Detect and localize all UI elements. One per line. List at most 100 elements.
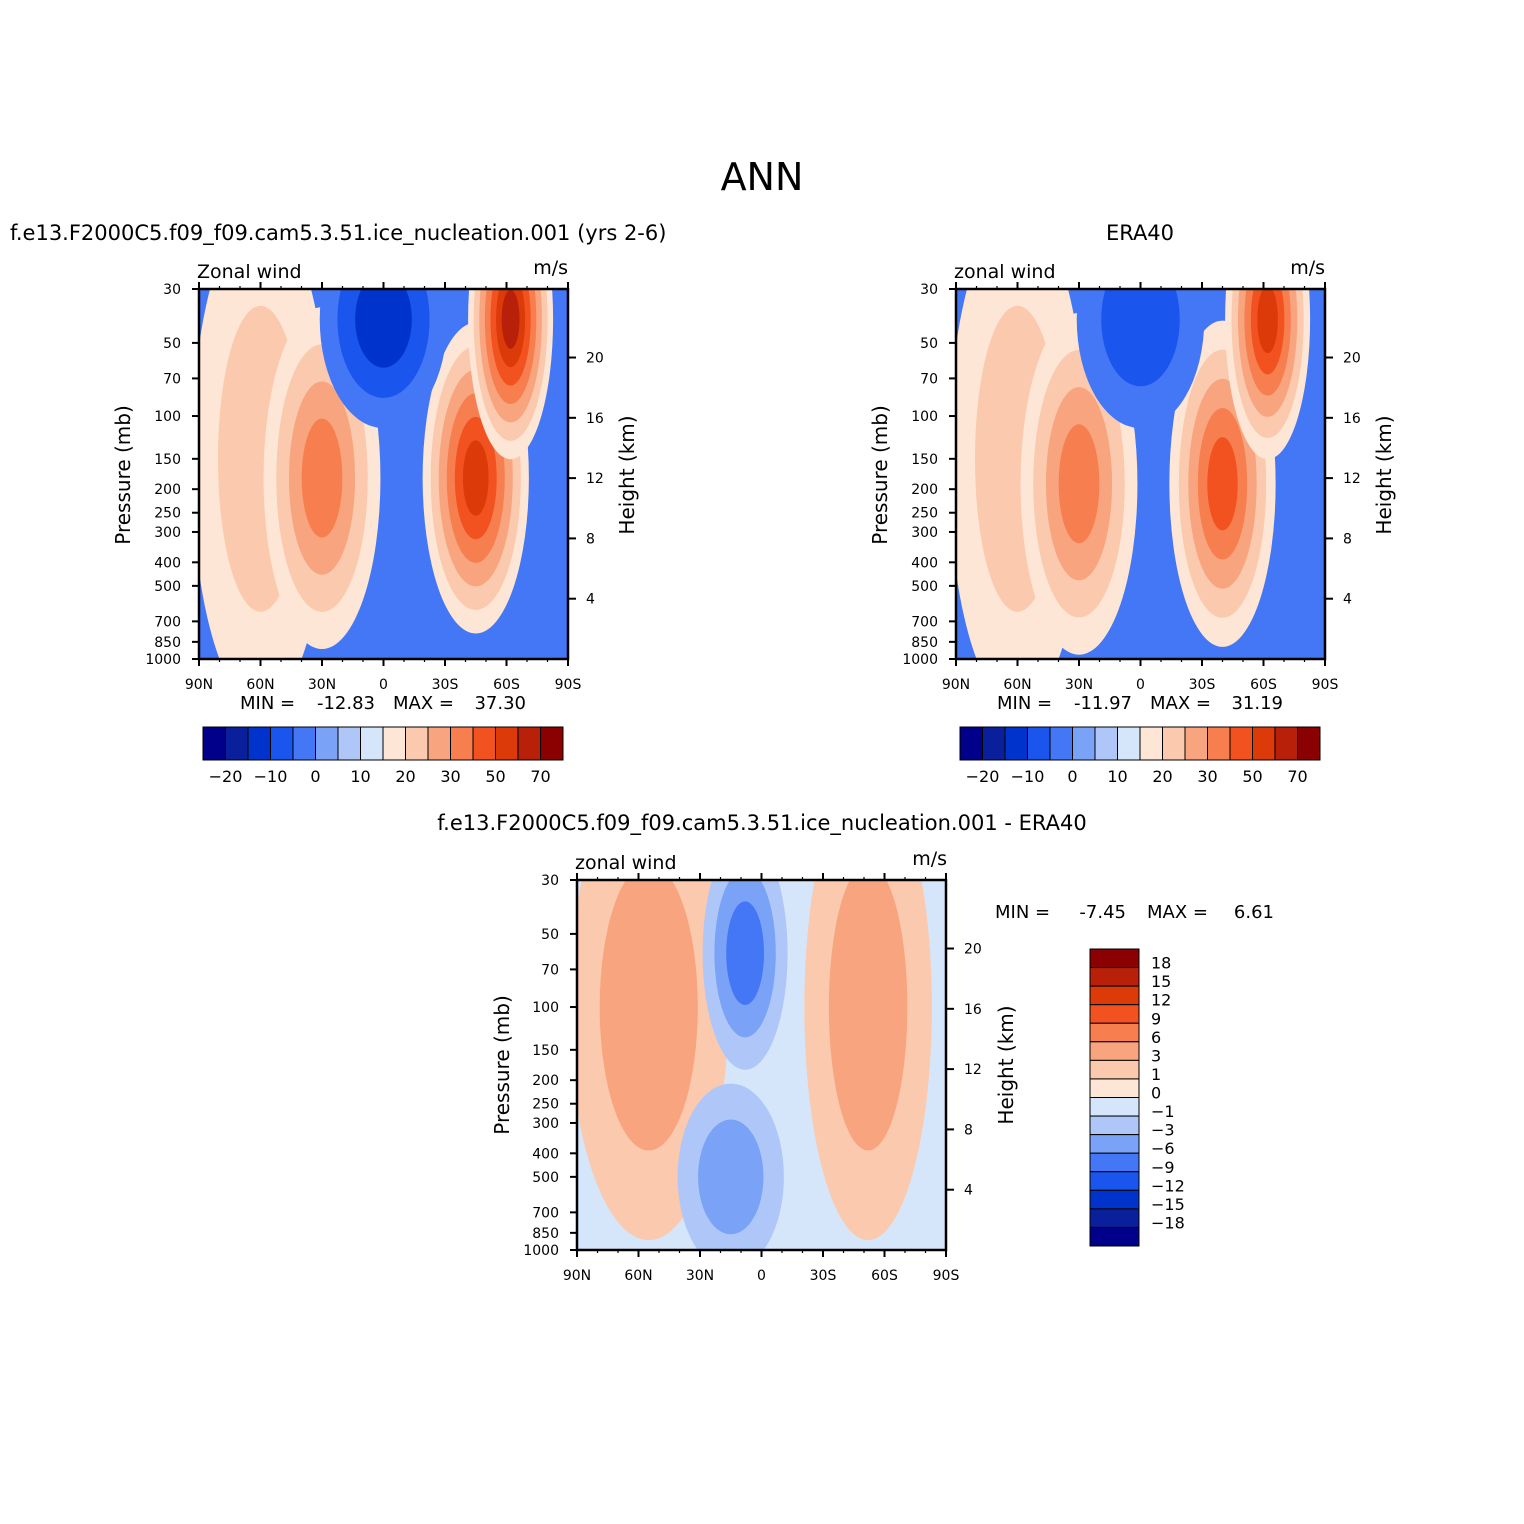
colorbar-swatch	[1184, 726, 1208, 761]
y-tick-label: 400	[154, 555, 181, 571]
x-tick-label: 0	[757, 1268, 766, 1284]
colorbar-label: 50	[1242, 767, 1262, 786]
colorbar-swatch	[382, 726, 406, 761]
x-tick-label: 90S	[555, 677, 582, 693]
colorbar-label: 70	[530, 767, 550, 786]
contour-fill	[199, 289, 568, 659]
colorbar-swatch	[270, 726, 294, 761]
panel-model-ylabel: Pressure (mb)	[111, 405, 135, 545]
colorbar-swatch	[1089, 1152, 1140, 1173]
y-tick-label: 30	[541, 873, 559, 889]
contour-level	[1101, 289, 1180, 387]
colorbar-label: 10	[1107, 767, 1127, 786]
x-tick-label: 90N	[563, 1268, 591, 1284]
panel-model-y2label: Height (km)	[615, 415, 639, 534]
panel-obs-title: ERA40	[1106, 221, 1174, 245]
x-tick-label: 30S	[1189, 677, 1216, 693]
y2-tick-label: 4	[964, 1183, 973, 1199]
contour-level	[599, 880, 698, 1151]
panel-diff-max-label: MAX =	[1147, 902, 1208, 923]
colorbar-swatch	[1162, 726, 1186, 761]
panel-diff-max-value: 6.61	[1234, 902, 1274, 923]
colorbar-label: −12	[1151, 1176, 1185, 1195]
panel-obs-y2label: Height (km)	[1372, 415, 1396, 534]
y-tick-label: 250	[154, 506, 181, 522]
x-tick-label: 30N	[1065, 677, 1093, 693]
x-tick-label: 60N	[624, 1268, 652, 1284]
y-tick-label: 1000	[902, 652, 938, 668]
panel-diff-plot: 90N 60N 30N 0 30S 60S 90S 30 50 70 100 150 200 250 300…	[523, 873, 982, 1284]
colorbar-label: 6	[1151, 1028, 1161, 1047]
y-tick-label: 250	[911, 506, 938, 522]
panel-obs: ERA40 zonal wind m/s 90N 60N 30N 0 30S 60S 90S…	[868, 221, 1396, 786]
panel-diff-units: m/s	[912, 848, 947, 870]
contour-level	[355, 289, 412, 368]
panel-model-colorbar: −20 −10 0 10 20 30 50 70	[202, 726, 564, 786]
y-tick-label: 700	[154, 614, 181, 630]
panel-obs-min-label: MIN =	[997, 693, 1052, 714]
colorbar-label: 30	[1197, 767, 1217, 786]
y-tick-label: 70	[541, 962, 559, 978]
y-tick-label: 150	[154, 452, 181, 468]
colorbar-label: 12	[1151, 991, 1171, 1010]
panel-obs-max-value: 31.19	[1231, 693, 1283, 714]
colorbar-label: −6	[1151, 1139, 1175, 1158]
colorbar-label: 3	[1151, 1046, 1161, 1065]
panel-model-max-value: 37.30	[474, 693, 526, 714]
x-tick-label: 0	[1136, 677, 1145, 693]
colorbar-swatch	[1089, 985, 1140, 1006]
contour-level	[698, 1119, 764, 1235]
colorbar-label: −15	[1151, 1195, 1185, 1214]
y2-tick-label: 16	[1343, 411, 1361, 427]
colorbar-label: 18	[1151, 954, 1171, 973]
y2-tick-label: 8	[1343, 531, 1352, 547]
x-tick-label: 90N	[185, 677, 213, 693]
y2-tick-label: 20	[586, 351, 604, 367]
colorbar-label: −9	[1151, 1158, 1175, 1177]
y-tick-label: 500	[154, 579, 181, 595]
colorbar-swatch	[225, 726, 249, 761]
y2-tick-label: 8	[586, 531, 595, 547]
colorbar-label: −3	[1151, 1121, 1175, 1140]
colorbar-swatch	[1089, 1115, 1140, 1136]
colorbar-label: 50	[485, 767, 505, 786]
x-tick-label: 90N	[942, 677, 970, 693]
colorbar-swatch	[1004, 726, 1028, 761]
colorbar-swatch	[1117, 726, 1141, 761]
colorbar-label: 20	[1152, 767, 1172, 786]
y-tick-label: 200	[911, 482, 938, 498]
y-tick-label: 700	[532, 1205, 559, 1221]
panel-diff-y2label: Height (km)	[994, 1005, 1018, 1124]
colorbar-label: −10	[1011, 767, 1045, 786]
y-tick-label: 200	[532, 1073, 559, 1089]
y2-tick-label: 16	[964, 1002, 982, 1018]
colorbar-swatch	[1252, 726, 1276, 761]
colorbar-label: −20	[966, 767, 1000, 786]
y2-tick-label: 4	[586, 592, 595, 608]
colorbar-swatch	[1089, 1134, 1140, 1154]
colorbar-swatch	[1027, 726, 1051, 761]
panel-model-max-label: MAX =	[393, 693, 454, 714]
colorbar-swatch	[360, 726, 384, 761]
y2-tick-label: 12	[1343, 471, 1361, 487]
colorbar-label: 0	[1067, 767, 1077, 786]
colorbar-label: 10	[350, 767, 370, 786]
x-tick-label: 90S	[933, 1268, 960, 1284]
colorbar-label: 0	[1151, 1084, 1161, 1103]
y2-tick-label: 8	[964, 1122, 973, 1138]
panel-obs-ylabel: Pressure (mb)	[868, 405, 892, 545]
contour-level	[828, 880, 908, 1151]
contour-level	[726, 901, 764, 1005]
contour-fill	[577, 880, 946, 1250]
y-tick-label: 100	[911, 409, 938, 425]
y-tick-label: 850	[532, 1226, 559, 1242]
colorbar-label: 0	[310, 767, 320, 786]
colorbar-swatch	[405, 726, 429, 761]
y-tick-label: 1000	[523, 1243, 559, 1259]
y-tick-label: 300	[154, 525, 181, 541]
colorbar-swatch	[1089, 1004, 1140, 1024]
colorbar-swatch	[450, 726, 474, 761]
colorbar-label: 20	[395, 767, 415, 786]
contour-level	[1058, 424, 1100, 544]
